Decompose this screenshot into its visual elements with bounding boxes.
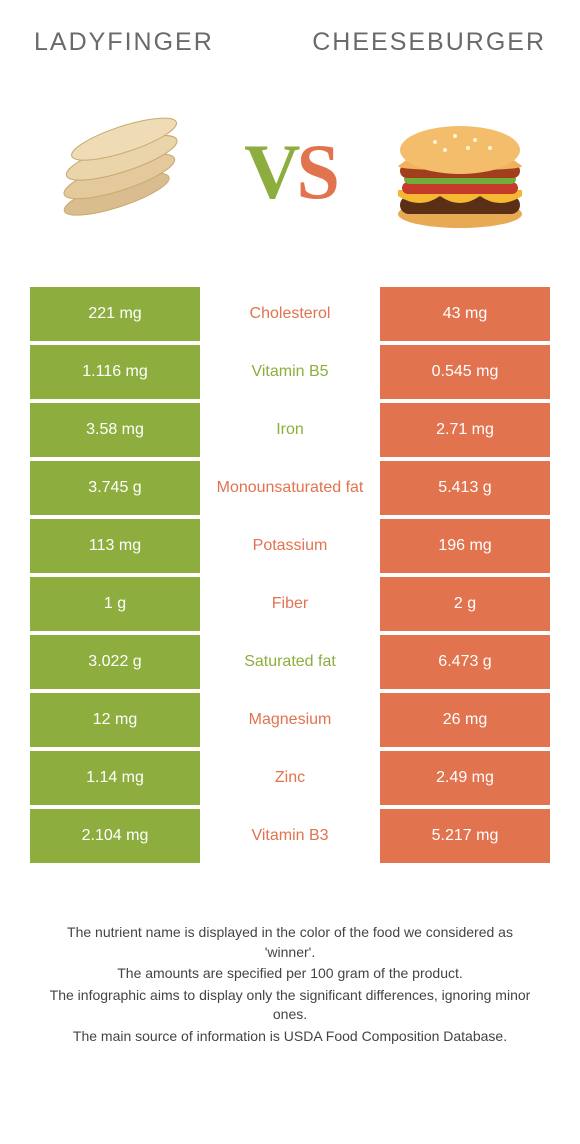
right-value: 2.49 mg	[380, 751, 550, 805]
right-food-title: CHEESEBURGER	[312, 28, 546, 57]
vs-v: V	[244, 128, 296, 215]
nutrient-label: Magnesium	[200, 693, 380, 747]
cheeseburger-image	[380, 107, 540, 237]
nutrient-table: 221 mgCholesterol43 mg1.116 mgVitamin B5…	[30, 287, 550, 863]
right-value: 43 mg	[380, 287, 550, 341]
nutrient-row: 1 gFiber2 g	[30, 577, 550, 631]
left-value: 1.14 mg	[30, 751, 200, 805]
nutrient-label: Vitamin B3	[200, 809, 380, 863]
footnote-line: The main source of information is USDA F…	[40, 1027, 540, 1047]
nutrient-label: Vitamin B5	[200, 345, 380, 399]
left-value: 3.58 mg	[30, 403, 200, 457]
vs-s: S	[296, 128, 335, 215]
nutrient-row: 221 mgCholesterol43 mg	[30, 287, 550, 341]
images-row: VS	[30, 107, 550, 237]
nutrient-label: Fiber	[200, 577, 380, 631]
header-row: LADYFINGER CHEESEBURGER	[30, 28, 550, 57]
left-value: 221 mg	[30, 287, 200, 341]
nutrient-label: Monounsaturated fat	[200, 461, 380, 515]
left-value: 3.745 g	[30, 461, 200, 515]
nutrient-row: 12 mgMagnesium26 mg	[30, 693, 550, 747]
nutrient-label: Saturated fat	[200, 635, 380, 689]
left-value: 1.116 mg	[30, 345, 200, 399]
nutrient-label: Zinc	[200, 751, 380, 805]
right-value: 2.71 mg	[380, 403, 550, 457]
right-value: 26 mg	[380, 693, 550, 747]
left-food-title: LADYFINGER	[34, 28, 214, 57]
footnote-line: The amounts are specified per 100 gram o…	[40, 964, 540, 984]
right-value: 2 g	[380, 577, 550, 631]
nutrient-row: 113 mgPotassium196 mg	[30, 519, 550, 573]
right-value: 5.217 mg	[380, 809, 550, 863]
nutrient-row: 3.745 gMonounsaturated fat5.413 g	[30, 461, 550, 515]
nutrient-label: Potassium	[200, 519, 380, 573]
nutrient-row: 3.022 gSaturated fat6.473 g	[30, 635, 550, 689]
left-value: 3.022 g	[30, 635, 200, 689]
right-value: 6.473 g	[380, 635, 550, 689]
nutrient-label: Iron	[200, 403, 380, 457]
vs-label: VS	[244, 127, 336, 217]
ladyfinger-image	[40, 107, 200, 237]
left-value: 113 mg	[30, 519, 200, 573]
footnotes: The nutrient name is displayed in the co…	[30, 923, 550, 1047]
right-value: 0.545 mg	[380, 345, 550, 399]
nutrient-row: 1.116 mgVitamin B50.545 mg	[30, 345, 550, 399]
nutrient-row: 3.58 mgIron2.71 mg	[30, 403, 550, 457]
nutrient-label: Cholesterol	[200, 287, 380, 341]
left-value: 12 mg	[30, 693, 200, 747]
right-value: 196 mg	[380, 519, 550, 573]
nutrient-row: 1.14 mgZinc2.49 mg	[30, 751, 550, 805]
nutrient-row: 2.104 mgVitamin B35.217 mg	[30, 809, 550, 863]
footnote-line: The infographic aims to display only the…	[40, 986, 540, 1025]
footnote-line: The nutrient name is displayed in the co…	[40, 923, 540, 962]
left-value: 1 g	[30, 577, 200, 631]
left-value: 2.104 mg	[30, 809, 200, 863]
right-value: 5.413 g	[380, 461, 550, 515]
